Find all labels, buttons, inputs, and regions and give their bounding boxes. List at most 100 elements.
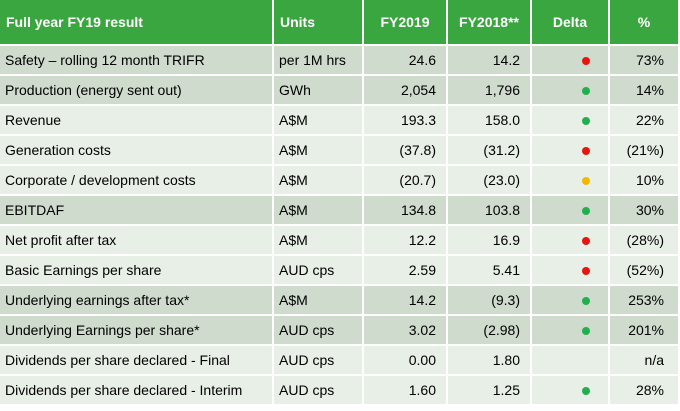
table-row: EBITDAF A$M 134.8 103.8 30% (0, 196, 680, 226)
delta-cell (532, 346, 610, 376)
fy2018-cell: 103.8 (448, 196, 532, 226)
status-dot-icon (582, 297, 590, 306)
table-row: Safety – rolling 12 month TRIFR per 1M hr… (0, 46, 680, 76)
pct-cell: 253% (610, 286, 680, 316)
delta-cell (532, 166, 610, 196)
units-cell: A$M (274, 166, 364, 196)
status-dot-icon (582, 57, 590, 66)
units-cell: AUD cps (274, 346, 364, 376)
pct-cell: 10% (610, 166, 680, 196)
fy2019-cell: 134.8 (364, 196, 448, 226)
units-cell: A$M (274, 286, 364, 316)
table-row: Dividends per share declared - Final AUD … (0, 346, 680, 376)
metric-cell: Net profit after tax (0, 226, 274, 256)
header-units: Units (274, 0, 364, 46)
fy2019-cell: 12.2 (364, 226, 448, 256)
header-row: Full year FY19 result Units FY2019 FY201… (0, 0, 680, 46)
units-cell: AUD cps (274, 376, 364, 406)
fy2018-cell: (9.3) (448, 286, 532, 316)
status-dot-icon (582, 87, 590, 96)
metric-cell: Revenue (0, 106, 274, 136)
pct-cell: 28% (610, 376, 680, 406)
header-metric: Full year FY19 result (0, 0, 274, 46)
units-cell: A$M (274, 196, 364, 226)
table-body: Safety – rolling 12 month TRIFR per 1M hr… (0, 46, 680, 406)
metric-cell: Production (energy sent out) (0, 76, 274, 106)
table-row: Revenue A$M 193.3 158.0 22% (0, 106, 680, 136)
delta-cell (532, 286, 610, 316)
status-dot-icon (582, 117, 590, 126)
fy2019-cell: (37.8) (364, 136, 448, 166)
status-dot-icon (582, 177, 590, 186)
units-cell: A$M (274, 106, 364, 136)
status-dot-icon (582, 237, 590, 246)
delta-cell (532, 76, 610, 106)
fy2018-cell: 1.25 (448, 376, 532, 406)
metric-cell: Underlying Earnings per share* (0, 316, 274, 346)
metric-cell: Dividends per share declared - Final (0, 346, 274, 376)
metric-cell: Dividends per share declared - Interim (0, 376, 274, 406)
table-row: Underlying Earnings per share* AUD cps 3.0… (0, 316, 680, 346)
units-cell: per 1M hrs (274, 46, 364, 76)
table-row: Underlying earnings after tax* A$M 14.2 (9.… (0, 286, 680, 316)
delta-cell (532, 196, 610, 226)
header-pct: % (610, 0, 680, 46)
units-cell: GWh (274, 76, 364, 106)
units-cell: AUD cps (274, 316, 364, 346)
fy2019-cell: 0.00 (364, 346, 448, 376)
status-dot-icon (582, 387, 590, 396)
pct-cell: (52%) (610, 256, 680, 286)
delta-cell (532, 376, 610, 406)
fy2018-cell: 16.9 (448, 226, 532, 256)
metric-cell: Corporate / development costs (0, 166, 274, 196)
fy2018-cell: (23.0) (448, 166, 532, 196)
pct-cell: n/a (610, 346, 680, 376)
fy2018-cell: 1,796 (448, 76, 532, 106)
table-row: Production (energy sent out) GWh 2,054 1,79… (0, 76, 680, 106)
header-fy2019: FY2019 (364, 0, 448, 46)
status-dot-icon (582, 147, 590, 156)
fy2019-cell: 2.59 (364, 256, 448, 286)
fy2018-cell: 158.0 (448, 106, 532, 136)
delta-cell (532, 226, 610, 256)
pct-cell: 30% (610, 196, 680, 226)
pct-cell: 22% (610, 106, 680, 136)
fy2018-cell: 1.80 (448, 346, 532, 376)
pct-cell: 14% (610, 76, 680, 106)
pct-cell: (21%) (610, 136, 680, 166)
metric-cell: Basic Earnings per share (0, 256, 274, 286)
status-dot-icon (582, 327, 590, 336)
delta-cell (532, 46, 610, 76)
header-fy2018: FY2018** (448, 0, 532, 46)
status-dot-icon (582, 207, 590, 216)
delta-cell (532, 106, 610, 136)
units-cell: AUD cps (274, 256, 364, 286)
table-row: Corporate / development costs A$M (20.7) (2… (0, 166, 680, 196)
header-delta: Delta (532, 0, 610, 46)
fy2018-cell: 14.2 (448, 46, 532, 76)
fy2019-cell: 3.02 (364, 316, 448, 346)
fy2018-cell: (31.2) (448, 136, 532, 166)
pct-cell: 201% (610, 316, 680, 346)
delta-cell (532, 136, 610, 166)
pct-cell: 73% (610, 46, 680, 76)
metric-cell: Safety – rolling 12 month TRIFR (0, 46, 274, 76)
delta-cell (532, 316, 610, 346)
fy2019-cell: 1.60 (364, 376, 448, 406)
fy2019-cell: 24.6 (364, 46, 448, 76)
fy2019-cell: 14.2 (364, 286, 448, 316)
metric-cell: Underlying earnings after tax* (0, 286, 274, 316)
fy2019-cell: 193.3 (364, 106, 448, 136)
units-cell: A$M (274, 226, 364, 256)
fy2018-cell: 5.41 (448, 256, 532, 286)
fy2018-cell: (2.98) (448, 316, 532, 346)
table-row: Dividends per share declared - Interim AU… (0, 376, 680, 406)
table-row: Net profit after tax A$M 12.2 16.9 (28%) (0, 226, 680, 256)
table-row: Basic Earnings per share AUD cps 2.59 5.41 (… (0, 256, 680, 286)
pct-cell: (28%) (610, 226, 680, 256)
metric-cell: Generation costs (0, 136, 274, 166)
fy2019-cell: 2,054 (364, 76, 448, 106)
delta-cell (532, 256, 610, 286)
status-dot-icon (582, 267, 590, 276)
